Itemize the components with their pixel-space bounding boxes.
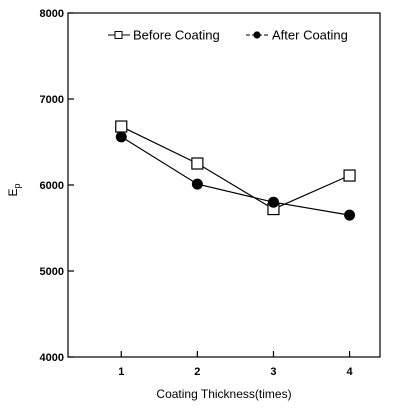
point-after-coating-2 xyxy=(191,178,203,190)
y-tick-label-8000: 8000 xyxy=(40,8,64,20)
series-line-before-coating xyxy=(121,125,350,210)
y-tick-label-7000: 7000 xyxy=(40,94,64,106)
x-tick-label-3: 3 xyxy=(270,366,276,378)
y-axis-label-main: E xyxy=(6,189,20,197)
data-series xyxy=(115,120,356,221)
series-line-after-coating xyxy=(120,136,350,216)
x-tick-label-2: 2 xyxy=(194,366,200,378)
x-tick-label-4: 4 xyxy=(346,366,353,378)
point-after-coating-4 xyxy=(344,209,356,221)
y-tick-label-4000: 4000 xyxy=(40,352,64,364)
point-before-coating-2 xyxy=(191,157,204,170)
x-tick-label-1: 1 xyxy=(118,366,124,378)
legend-item-before-coating: Before Coating xyxy=(108,28,220,43)
legend-marker-filled-circle-icon xyxy=(253,31,261,39)
y-tick-label-5000: 5000 xyxy=(40,266,64,278)
y-axis-label: Ep xyxy=(6,183,22,196)
legend-marker-open-square-icon xyxy=(114,31,123,39)
y-axis-label-sub: p xyxy=(12,183,22,188)
point-before-coating-1 xyxy=(115,120,128,133)
plot-area-frame xyxy=(67,12,381,358)
legend-label-before-coating: Before Coating xyxy=(133,28,220,43)
y-tick-label-6000: 6000 xyxy=(40,180,64,192)
axes: 4000 5000 6000 7000 8000 1 2 3 4 xyxy=(40,8,354,378)
x-axis-label: Coating Thickness(times) xyxy=(156,387,291,401)
point-after-coating-1 xyxy=(115,131,127,143)
legend-label-after-coating: After Coating xyxy=(272,28,348,43)
point-before-coating-4 xyxy=(343,169,356,182)
legend-item-after-coating: After Coating xyxy=(246,28,348,43)
legend: Before Coating After Coating xyxy=(108,28,348,43)
point-after-coating-3 xyxy=(267,196,279,208)
